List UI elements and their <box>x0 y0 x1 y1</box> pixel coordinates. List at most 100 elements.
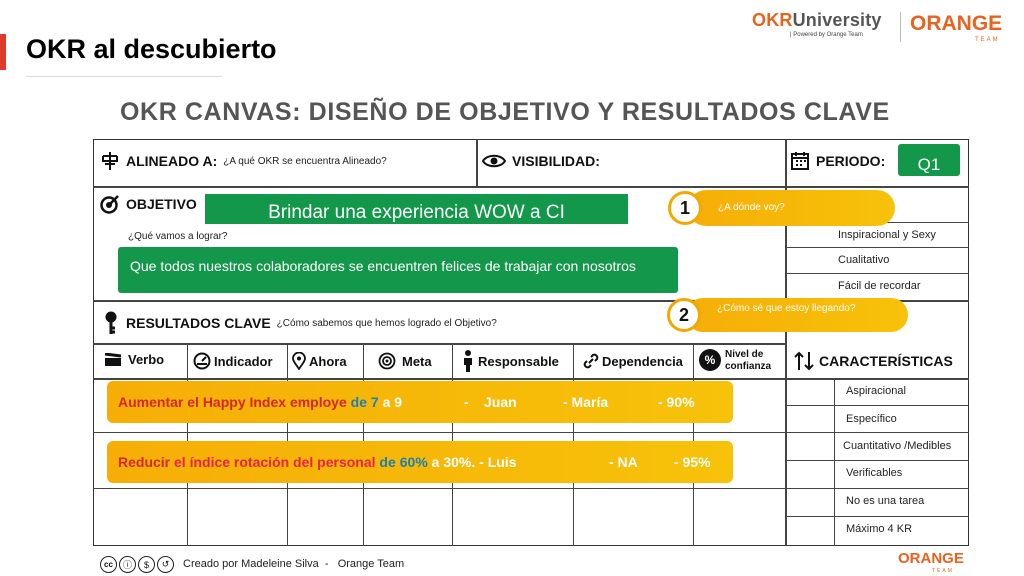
objetivo-value: Brindar una experiencia WOW a CI <box>205 194 628 224</box>
eye-icon <box>482 153 506 169</box>
objetivo-label: OBJETIVO <box>126 196 197 212</box>
callout-2 <box>686 298 908 332</box>
obj-trait-3: Fácil de recordar <box>838 280 921 292</box>
kr2-text: Reducir el índice rotación del personal … <box>118 454 517 470</box>
target-icon <box>100 194 120 214</box>
periodo-label: PERIODO: <box>816 153 886 169</box>
kr1-dependencia: - María <box>563 394 609 410</box>
key-result-1 <box>107 381 733 423</box>
nc-icon: $ <box>138 556 155 573</box>
visibilidad-cell: VISIBILIDAD: <box>482 153 600 169</box>
trait-divider <box>785 273 969 274</box>
sa-icon: ↺ <box>157 556 174 573</box>
kr-trait-2: Específico <box>846 413 897 425</box>
gauge-icon <box>193 352 211 370</box>
percent-icon: % <box>699 349 721 371</box>
objetivo-description: Que todos nuestros colaboradores se encu… <box>118 247 678 293</box>
logo-divider <box>900 12 901 42</box>
footer-brand-sub: TEAM <box>932 568 954 574</box>
kr-trait-4: Verificables <box>846 467 903 479</box>
kr-cell: RESULTADOS CLAVE ¿Cómo sabemos que hemos… <box>102 310 497 336</box>
col-dependencia-label: Dependencia <box>602 353 683 369</box>
row-divider <box>93 300 969 302</box>
kr1-de: de <box>350 394 367 410</box>
trait-divider <box>785 432 969 433</box>
orange-team-sub: TEAM <box>975 37 1000 43</box>
trait-divider <box>785 405 969 406</box>
trait-divider <box>785 460 969 461</box>
callout-1-text: ¿A dónde voy? <box>718 202 785 213</box>
trait-divider <box>785 247 969 248</box>
periodo-cell: PERIODO: <box>790 151 885 171</box>
okr-university-logo: OKRUniversity <box>752 10 882 31</box>
callout-1 <box>688 190 895 226</box>
alineado-question: ¿A qué OKR se encuentra Alineado? <box>223 155 387 167</box>
link-icon <box>582 352 600 370</box>
title-underline <box>26 76 222 77</box>
title-accent-bar <box>0 34 6 70</box>
key-icon <box>102 310 120 336</box>
col-divider <box>834 378 835 546</box>
kr1-indicador: el Happy Index employe <box>187 394 347 410</box>
footer-brand: ORANGE <box>898 550 964 567</box>
col-confianza-label: Nivel de confianza <box>725 349 772 372</box>
objetivo-cell: OBJETIVO <box>100 194 197 214</box>
kr1-meta: a 9 <box>382 394 403 410</box>
row-divider <box>93 432 785 433</box>
trait-divider <box>785 516 969 517</box>
col-meta: Meta <box>378 352 432 370</box>
footer-credit: Creado por Madeleine Silva - Orange Team <box>183 558 405 570</box>
target-icon <box>378 352 396 370</box>
kr2-verbo: Reducir <box>118 454 171 470</box>
col-verbo: Verbo <box>104 352 164 367</box>
characteristics-label: CARACTERÍSTICAS <box>819 353 953 369</box>
characteristics-header: CARACTERÍSTICAS <box>793 350 953 372</box>
key-result-2 <box>107 441 733 483</box>
hanger-icon <box>100 150 120 172</box>
alineado-label: ALINEADO A: <box>126 153 218 169</box>
kr2-meta: a 30%. <box>431 454 476 470</box>
row-divider <box>93 343 785 345</box>
row-divider <box>93 186 969 188</box>
logo-powered-by: | Powered by Orange Team <box>790 32 863 38</box>
sort-arrows-icon <box>793 350 815 372</box>
orange-team-logo: ORANGE <box>910 12 1003 35</box>
row-divider <box>93 488 785 489</box>
callout-1-number: 1 <box>668 191 702 225</box>
kr2-ahora: 60% <box>399 454 428 470</box>
kr1-responsable: Juan <box>484 394 517 410</box>
kr1-verbo: Aumentar <box>118 394 184 410</box>
kr-trait-5: No es una tarea <box>846 495 925 507</box>
kr1-confianza: - 90% <box>658 394 695 410</box>
cc-icon: cc <box>100 556 117 573</box>
person-icon <box>462 350 474 372</box>
col-ahora-label: Ahora <box>309 353 347 369</box>
kr-trait-6: Máximo 4 KR <box>846 523 913 535</box>
kr2-indicador: el índice rotación del personal <box>174 454 376 470</box>
by-icon: ⓘ <box>119 556 136 573</box>
trait-divider <box>785 488 969 489</box>
callout-2-text: ¿Cómo sé que estoy llegando? <box>717 303 856 314</box>
kr2-confianza: - 95% <box>674 454 711 470</box>
col-indicador: Indicador <box>193 352 273 370</box>
kr-trait-1: Aspiracional <box>846 385 906 397</box>
kr-trait-3: Cuantitativo /Medibles <box>843 440 952 452</box>
col-verbo-label: Verbo <box>128 352 165 367</box>
logo-university: University <box>792 10 882 30</box>
logo-okr: OKR <box>752 10 793 30</box>
col-responsable-label: Responsable <box>478 353 559 369</box>
kr2-de: de <box>379 454 396 470</box>
col-divider <box>785 139 787 546</box>
page-title: OKR al descubierto <box>26 34 277 64</box>
row-divider <box>93 378 969 380</box>
kr1-dash: - <box>464 394 469 410</box>
kr1-ahora: 7 <box>370 394 379 410</box>
callout-2-number: 2 <box>667 298 701 332</box>
objetivo-question: ¿Qué vamos a lograr? <box>128 231 228 242</box>
col-responsable: Responsable <box>462 350 559 372</box>
kr2-dependencia: - NA <box>609 454 638 470</box>
periodo-value: Q1 <box>898 144 960 176</box>
location-pin-icon <box>292 352 306 370</box>
calendar-icon <box>790 151 810 171</box>
cc-license-icons: cc ⓘ $ ↺ <box>100 556 174 573</box>
